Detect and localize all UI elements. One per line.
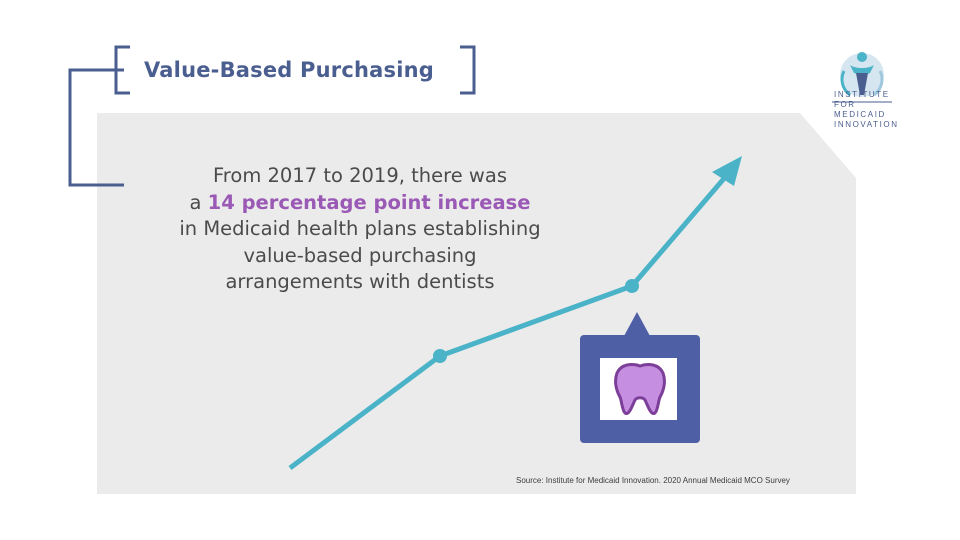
logo-line-2: MEDICAID bbox=[834, 110, 886, 119]
trend-point-2018 bbox=[433, 349, 447, 363]
headline-prefix: a bbox=[189, 190, 208, 214]
tooth-icon bbox=[614, 363, 666, 416]
headline-line-1: From 2017 to 2019, there was bbox=[213, 164, 507, 187]
headline-line-2: a 14 percentage point increase bbox=[140, 190, 580, 217]
headline-highlight: 14 percentage point increase bbox=[207, 190, 531, 214]
headline-line-3: in Medicaid health plans establishing bbox=[179, 217, 541, 240]
logo-line-3: INNOVATION bbox=[834, 120, 899, 129]
title-right-bracket bbox=[460, 45, 476, 95]
left-outer-bracket bbox=[68, 68, 124, 187]
source-note: Source: Institute for Medicaid Innovatio… bbox=[516, 476, 790, 485]
headline-line-5: arrangements with dentists bbox=[225, 270, 495, 293]
trend-arrowhead bbox=[712, 156, 742, 186]
headline-statistic: From 2017 to 2019, there was a 14 percen… bbox=[140, 163, 580, 296]
figure-globe-logo bbox=[832, 52, 892, 103]
headline-line-4: value-based purchasing bbox=[243, 243, 477, 267]
trend-point-2019 bbox=[625, 279, 639, 293]
logo-line-1: INSTITUTE FOR bbox=[834, 90, 890, 109]
logo-wordmark: INSTITUTE FOR MEDICAID INNOVATION bbox=[834, 90, 904, 130]
slide-title: Value-Based Purchasing bbox=[144, 58, 434, 82]
title-left-bracket bbox=[114, 45, 130, 95]
trend-line bbox=[288, 166, 735, 471]
tooth-callout bbox=[580, 312, 700, 443]
